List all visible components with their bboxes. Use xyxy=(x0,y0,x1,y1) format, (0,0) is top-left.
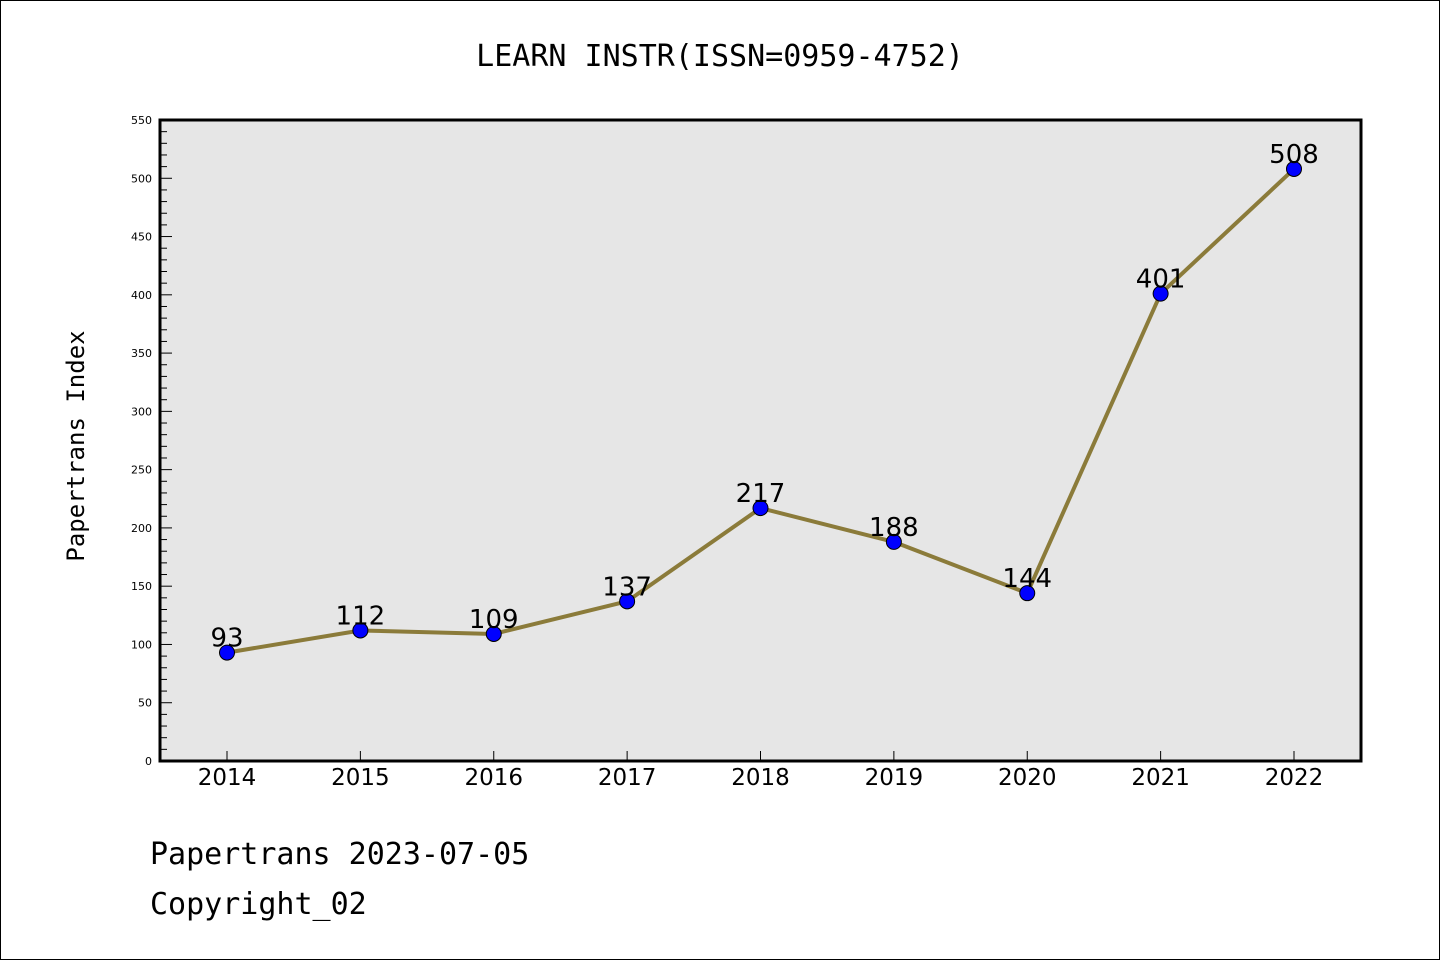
data-value-label: 508 xyxy=(1269,140,1319,170)
x-tick-label: 2021 xyxy=(1131,765,1190,791)
data-point-marker xyxy=(1019,585,1036,602)
y-tick-label: 550 xyxy=(131,114,152,127)
y-tick-label: 50 xyxy=(138,697,152,710)
y-tick-label: 450 xyxy=(131,231,152,244)
x-tick-label: 2022 xyxy=(1265,765,1324,791)
y-tick-label: 0 xyxy=(145,755,152,768)
data-point-marker xyxy=(885,533,902,550)
y-tick-label: 400 xyxy=(131,289,152,302)
y-tick-label: 250 xyxy=(131,464,152,477)
x-tick-label: 2019 xyxy=(865,765,924,791)
x-tick-label: 2017 xyxy=(598,765,657,791)
y-tick-label: 100 xyxy=(131,638,152,651)
y-tick-label: 350 xyxy=(131,347,152,360)
y-tick-labels: 0 50 100 150 200 250 300 350 400 450 500 550 xyxy=(131,114,152,768)
data-value-label: 188 xyxy=(869,513,919,543)
data-labels: 93 112 109 137 217 188 144 401 508 xyxy=(210,140,1318,654)
data-value-label: 217 xyxy=(736,479,786,509)
data-value-label: 137 xyxy=(602,572,652,602)
plot-area xyxy=(160,120,1361,761)
y-tick-label: 500 xyxy=(131,172,152,185)
x-tick-label: 2014 xyxy=(198,765,257,791)
footer-copyright-text: Copyright_02 xyxy=(150,887,367,922)
chart-title: LEARN INSTR(ISSN=0959-4752) xyxy=(476,39,964,74)
data-point-marker xyxy=(752,500,769,517)
x-tick-labels: 2014 2015 2016 2017 2018 2019 2020 2021 2022 xyxy=(198,765,1324,791)
data-point-marker xyxy=(219,644,235,661)
y-tick-label: 150 xyxy=(131,580,152,593)
data-point-marker xyxy=(1152,285,1169,302)
y-tick-label: 200 xyxy=(131,522,152,535)
data-value-label: 112 xyxy=(336,601,386,631)
footer-date-text: Papertrans 2023-07-05 xyxy=(150,837,529,872)
x-tick-label: 2016 xyxy=(464,765,523,791)
plot-border xyxy=(158,118,1363,763)
data-value-label: 401 xyxy=(1136,265,1186,295)
x-tick-label: 2018 xyxy=(731,765,790,791)
data-point-marker xyxy=(485,625,502,642)
data-point-marker xyxy=(352,622,369,639)
data-point-marker xyxy=(1286,160,1302,177)
x-ticks xyxy=(226,751,1295,761)
x-tick-label: 2020 xyxy=(998,765,1057,791)
data-markers xyxy=(219,160,1302,661)
data-value-label: 93 xyxy=(210,624,243,654)
data-point-marker xyxy=(619,593,636,610)
y-axis-label: Papertrans Index xyxy=(62,330,90,561)
x-tick-label: 2015 xyxy=(331,765,390,791)
y-tick-label: 300 xyxy=(131,405,152,418)
data-value-label: 144 xyxy=(1002,564,1052,594)
data-value-label: 109 xyxy=(469,605,519,635)
